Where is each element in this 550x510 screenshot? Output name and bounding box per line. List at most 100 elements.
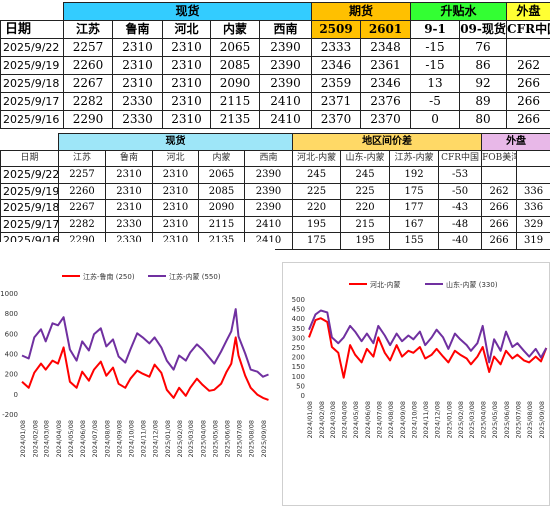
table1-value-cell: -5	[411, 93, 460, 111]
chart0-x-tick-label: 2025/04/08	[199, 420, 207, 457]
chart1-x-tick-label: 2024/03/08	[329, 401, 337, 438]
chart1-legend-label-0: 河北-内蒙	[370, 280, 401, 289]
table1-col-header: 9-1	[411, 21, 460, 39]
table1-date-cell: 2025/9/17	[1, 93, 64, 111]
table1-col-header: 2509	[312, 21, 361, 39]
chart1-y-tick-label: 400	[292, 315, 305, 323]
table1-value-cell: 76	[460, 39, 507, 57]
table1-col-header: 江苏	[64, 21, 113, 39]
table1-value-cell: -15	[411, 39, 460, 57]
table2-col-header: 河北-内蒙	[293, 150, 341, 167]
chart0-x-tick-label: 2025/05/08	[211, 420, 219, 457]
table2-col-header: 日期	[1, 150, 59, 167]
chart0-x-tick-label: 2024/08/08	[103, 420, 111, 457]
table1-value-cell: 2348	[361, 39, 411, 57]
chart1-x-tick-label: 2025/02/08	[457, 401, 465, 438]
chart1-x-tick-label: 2025/03/08	[468, 401, 476, 438]
chart1-x-tick-label: 2024/05/08	[352, 401, 360, 438]
table1-group-futures: 期货	[312, 3, 411, 21]
table2-value-cell: 192	[390, 167, 439, 184]
table2-value-cell: 225	[341, 183, 390, 200]
table2-value-cell: 329	[517, 216, 550, 233]
table1-col-header: 河北	[163, 21, 211, 39]
table2-value-cell: 2260	[59, 183, 106, 200]
chart0-x-tick-label: 2024/05/08	[67, 420, 75, 457]
table1-value-cell: 2310	[113, 57, 163, 75]
chart0-legend-label-1: 江苏-内蒙 (550)	[169, 272, 221, 281]
table1-value-cell: 0	[411, 111, 460, 129]
table2-value-cell: 2390	[245, 200, 293, 217]
chart0-x-tick-label: 2024/03/08	[43, 420, 51, 457]
table1-value-cell: 266	[507, 93, 550, 111]
table2-value-cell: 2330	[106, 216, 153, 233]
table1-value-cell: 2371	[312, 93, 361, 111]
table1-value-cell	[507, 39, 550, 57]
chart1-x-tick-label: 2025/08/08	[526, 401, 534, 438]
table1-value-cell: 266	[507, 111, 550, 129]
chart1-x-tick-label: 2025/09/08	[538, 401, 546, 438]
table1-value-cell: 2115	[211, 93, 260, 111]
table2-col-header: 鲁南	[106, 150, 153, 167]
chart0-x-tick-label: 2025/06/08	[224, 420, 232, 457]
table2-col-header: 江苏	[59, 150, 106, 167]
chart1-y-tick-label: 200	[292, 354, 305, 362]
chart1-x-tick-label: 2024/11/08	[422, 401, 430, 438]
table1-value-cell: 13	[411, 75, 460, 93]
table1-value-cell: 2410	[260, 111, 312, 129]
table2-value-cell	[517, 167, 550, 184]
table2-value-cell: 2257	[59, 167, 106, 184]
chart1-y-tick-label: 450	[292, 306, 305, 314]
chart0-x-tick-label: 2025/08/08	[248, 420, 256, 457]
chart0-x-tick-label: 2025/02/08	[176, 420, 184, 457]
chart0-x-tick-label: 2024/04/08	[55, 420, 63, 457]
table2-value-cell: 266	[482, 233, 517, 250]
chart0-legend-label-0: 江苏-鲁南 (250)	[83, 272, 135, 281]
table2-value-cell: 175	[293, 233, 341, 250]
table1-col-header: 西南	[260, 21, 312, 39]
table2-group-spread: 地区间价差	[293, 134, 482, 151]
chart0-y-tick-label: 600	[5, 330, 18, 338]
table1-value-cell: 2361	[361, 57, 411, 75]
table2-value-cell: 2085	[199, 183, 245, 200]
table1-value-cell: 2370	[312, 111, 361, 129]
table1-value-cell: 2346	[312, 57, 361, 75]
table2-value-cell: 266	[482, 216, 517, 233]
table2-value-cell: 2390	[245, 167, 293, 184]
chart0-series-line-0	[22, 337, 269, 400]
table2-col-header: FOB美湾	[482, 150, 517, 167]
table2-group-overseas: 外盘	[482, 134, 550, 151]
table1-col-header: CFR中国	[507, 21, 550, 39]
table2-value-cell: 220	[341, 200, 390, 217]
table2-date-cell: 2025/9/22	[1, 167, 59, 184]
chart1-series-line-1	[309, 311, 546, 363]
chart0-y-tick-label: 0	[14, 391, 18, 399]
chart0-x-tick-label: 2024/02/08	[31, 420, 39, 457]
chart0-x-tick-label: 2024/06/08	[79, 420, 87, 457]
table1-header-group-row: 现货 期货 升贴水 外盘	[1, 3, 550, 21]
table1-value-cell: 2310	[163, 57, 211, 75]
table1-value-cell: 2310	[113, 39, 163, 57]
chart1-y-tick-label: 0	[301, 392, 305, 400]
table1-col-header: 2601	[361, 21, 411, 39]
table1-value-cell: 2260	[64, 57, 113, 75]
table1-value-cell: 2346	[361, 75, 411, 93]
table2-value-cell: 175	[390, 183, 439, 200]
table2-value-cell: 266	[482, 200, 517, 217]
table2-value-cell: 336	[517, 183, 550, 200]
table2-header-group-row: 现货 地区间价差 外盘	[1, 134, 550, 151]
table2-value-cell: 2115	[199, 216, 245, 233]
table2-value-cell: -50	[439, 183, 482, 200]
table2-header-blank	[1, 134, 59, 151]
table1-value-cell: 2310	[163, 111, 211, 129]
table1-date-cell: 2025/9/22	[1, 39, 64, 57]
